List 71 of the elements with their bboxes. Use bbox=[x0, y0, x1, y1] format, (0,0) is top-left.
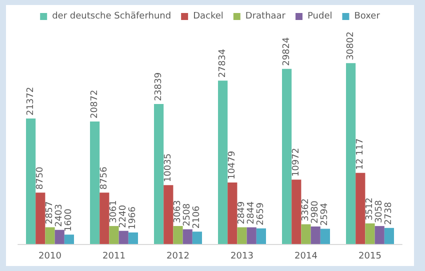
bar bbox=[310, 226, 320, 244]
data-label: 10479 bbox=[227, 150, 238, 180]
data-label: 3058 bbox=[374, 200, 385, 224]
bar bbox=[90, 121, 100, 244]
x-tick-label: 2015 bbox=[358, 252, 382, 262]
bar bbox=[45, 227, 55, 244]
data-label: 3512 bbox=[365, 197, 375, 220]
data-label: 2980 bbox=[310, 200, 321, 224]
bar bbox=[109, 226, 119, 244]
bar bbox=[218, 80, 228, 244]
data-label: 27834 bbox=[218, 48, 228, 78]
legend-label: der deutsche Schäferhund bbox=[52, 12, 172, 22]
bar bbox=[26, 118, 36, 244]
data-label: 2659 bbox=[256, 202, 266, 226]
bar bbox=[256, 228, 266, 244]
bar bbox=[292, 180, 302, 244]
data-label: 29824 bbox=[282, 37, 292, 66]
legend-label: Boxer bbox=[354, 12, 380, 22]
bar bbox=[374, 226, 384, 244]
data-label: 3061 bbox=[109, 200, 119, 224]
data-label: 2403 bbox=[54, 204, 65, 227]
bar bbox=[54, 230, 64, 244]
data-label: 1600 bbox=[64, 208, 74, 232]
legend-label: Dackel bbox=[193, 12, 224, 22]
bar bbox=[237, 227, 247, 244]
bar bbox=[182, 229, 192, 244]
x-tick-label: 2010 bbox=[38, 252, 62, 262]
data-label: 2849 bbox=[237, 201, 247, 224]
data-label: 12 117 bbox=[355, 138, 366, 170]
bar bbox=[164, 185, 174, 244]
bar bbox=[228, 182, 238, 244]
bar bbox=[154, 104, 164, 244]
data-label: 30802 bbox=[346, 32, 356, 60]
bar bbox=[320, 228, 330, 244]
bar bbox=[356, 172, 366, 244]
bar bbox=[128, 232, 138, 244]
data-label: 2738 bbox=[384, 202, 394, 225]
bar bbox=[301, 224, 311, 244]
data-label: 21372 bbox=[26, 86, 36, 116]
bar bbox=[64, 234, 74, 244]
bar bbox=[192, 232, 202, 244]
data-label: 10972 bbox=[291, 148, 302, 177]
data-label: 20872 bbox=[90, 90, 100, 118]
x-tick-label: 2013 bbox=[230, 252, 254, 262]
bar bbox=[173, 226, 183, 244]
data-label: 10035 bbox=[163, 153, 174, 182]
x-tick-label: 2012 bbox=[166, 252, 190, 262]
data-label: 2844 bbox=[246, 201, 257, 224]
data-label: 2106 bbox=[192, 205, 202, 229]
bar bbox=[282, 68, 292, 244]
data-label: 2508 bbox=[182, 203, 193, 226]
data-label: 2594 bbox=[320, 202, 330, 226]
bar bbox=[365, 223, 375, 244]
bar bbox=[384, 228, 394, 244]
data-label: 8750 bbox=[35, 166, 46, 190]
data-label: 3063 bbox=[173, 200, 183, 224]
x-tick-label: 2014 bbox=[294, 252, 318, 262]
data-label: 23839 bbox=[154, 72, 164, 102]
bar bbox=[100, 192, 110, 244]
data-label: 2857 bbox=[45, 201, 55, 224]
bar bbox=[36, 192, 46, 244]
bar bbox=[118, 230, 128, 244]
legend-label: Drathaar bbox=[245, 12, 286, 22]
bar bbox=[246, 227, 256, 244]
data-label: 8756 bbox=[99, 166, 110, 190]
x-tick-label: 2011 bbox=[102, 252, 126, 262]
data-label: 1966 bbox=[128, 206, 138, 230]
bar bbox=[346, 63, 356, 244]
legend-label: Pudel bbox=[308, 12, 332, 22]
data-label: 3362 bbox=[301, 198, 311, 222]
data-label: 2240 bbox=[118, 204, 129, 228]
